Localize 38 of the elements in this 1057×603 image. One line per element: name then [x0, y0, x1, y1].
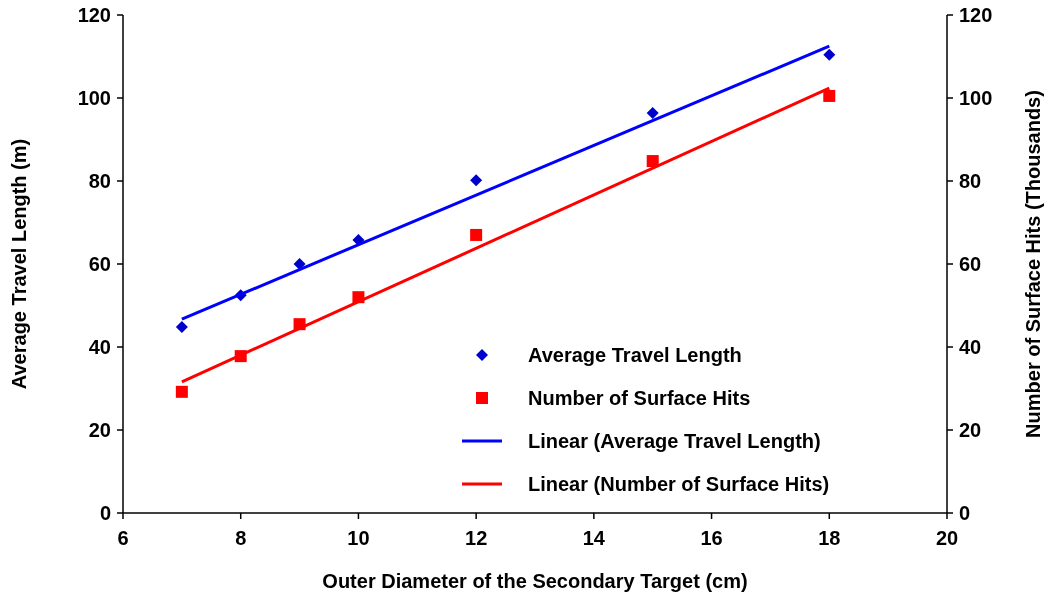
- x-tick-label: 12: [465, 527, 488, 549]
- x-axis-title: Outer Diameter of the Secondary Target (cm): [322, 570, 748, 592]
- y-axis-title: Average Travel Length (m): [8, 138, 30, 390]
- y-tick-label: 80: [88, 170, 111, 192]
- legend-label: Number of Surface Hits: [528, 387, 751, 409]
- y2-tick-label: 40: [959, 336, 982, 358]
- point: [175, 321, 188, 334]
- y-tick-label: 40: [88, 336, 111, 358]
- x-tick-label: 16: [700, 527, 723, 549]
- legend-label: Linear (Number of Surface Hits): [528, 473, 830, 495]
- x-tick-label: 20: [935, 527, 959, 549]
- point: [175, 385, 188, 398]
- x-tick-label: 6: [117, 527, 129, 549]
- y2-tick-label: 100: [959, 87, 993, 109]
- y-tick-label: 20: [88, 419, 111, 441]
- point: [646, 155, 659, 168]
- y2-axis-title: Number of Surface Hits (Thousands): [1022, 90, 1044, 438]
- y2-tick-label: 80: [959, 170, 982, 192]
- x-tick-label: 10: [347, 527, 370, 549]
- point: [823, 48, 836, 61]
- legend-label: Linear (Average Travel Length): [528, 430, 821, 452]
- legend-label: Average Travel Length: [528, 344, 742, 366]
- x-tick-label: 18: [818, 527, 841, 549]
- x-tick-label: 14: [582, 527, 606, 549]
- point: [646, 106, 659, 119]
- point: [470, 228, 483, 241]
- y2-tick-label: 0: [959, 502, 971, 524]
- y-tick-label: 100: [77, 87, 111, 109]
- y2-tick-label: 60: [959, 253, 982, 275]
- point: [470, 174, 483, 187]
- y2-tick-label: 120: [959, 4, 993, 26]
- y2-tick-label: 20: [959, 419, 982, 441]
- y-tick-label: 120: [77, 4, 111, 26]
- point: [823, 89, 836, 102]
- point: [293, 258, 306, 270]
- y-tick-label: 0: [99, 502, 111, 524]
- y-tick-label: 60: [88, 253, 111, 275]
- x-tick-label: 8: [235, 527, 247, 549]
